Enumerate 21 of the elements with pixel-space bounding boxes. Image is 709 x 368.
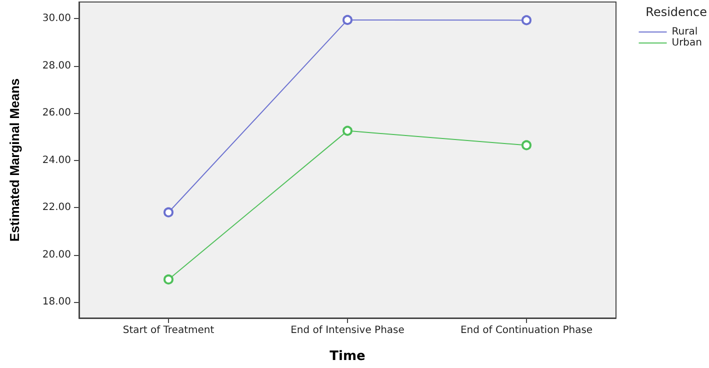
y-tick-label: 20.00	[42, 249, 71, 260]
x-tick-label: End of Continuation Phase	[460, 325, 593, 336]
y-axis-title: Estimated Marginal Means	[7, 78, 22, 242]
legend-title: Residence	[646, 5, 708, 19]
x-tick-label: Start of Treatment	[122, 325, 214, 336]
point	[522, 15, 532, 26]
x-tick-label: End of Intensive Phase	[290, 325, 404, 336]
point	[164, 274, 174, 284]
y-tick-label: 28.00	[42, 60, 71, 72]
point	[342, 126, 352, 136]
legend-label: Rural	[672, 26, 698, 38]
point	[522, 140, 532, 150]
y-tick-label: 22.00	[42, 202, 71, 214]
y-tick-label: 30.00	[42, 13, 71, 24]
point	[342, 14, 352, 25]
legend-label: Urban	[672, 38, 702, 48]
point	[164, 207, 174, 218]
y-tick-label: 18.00	[42, 296, 71, 308]
x-axis-title: Time	[330, 349, 366, 364]
y-tick-label: 24.00	[42, 154, 71, 166]
y-tick-label: 26.00	[42, 108, 71, 119]
